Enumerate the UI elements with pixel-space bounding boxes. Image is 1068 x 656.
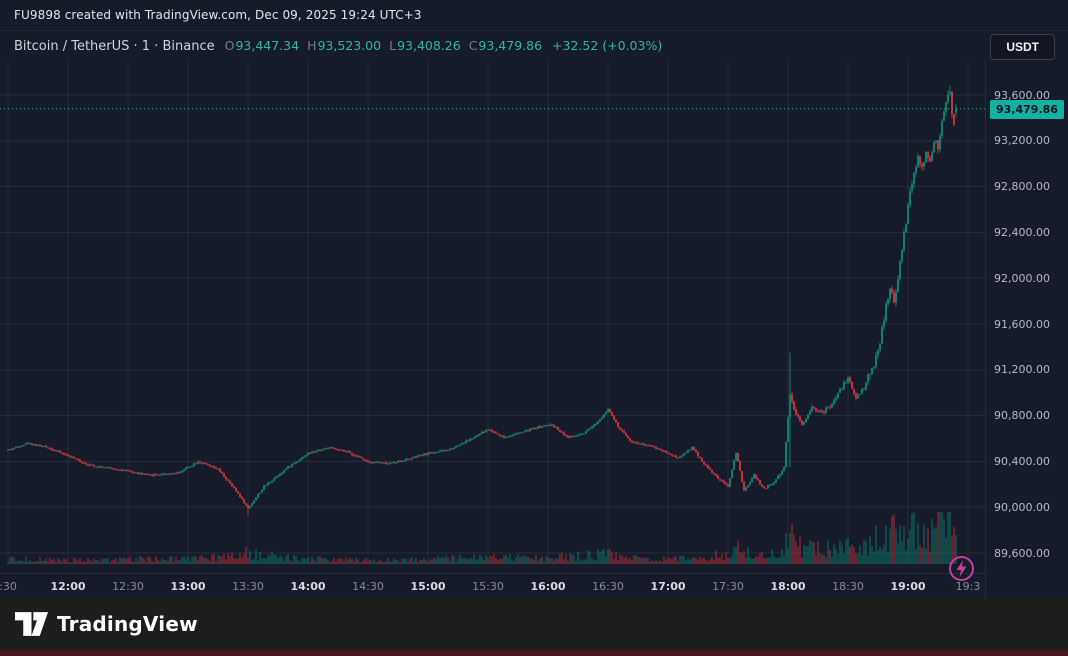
time-tick-label: 19:00 xyxy=(890,580,926,593)
time-tick-label: 13:30 xyxy=(232,580,264,593)
last-price-badge: 93,479.86 xyxy=(990,99,1064,119)
bottom-accent-strip xyxy=(0,650,1068,656)
price-tick-label: 93,600.00 xyxy=(994,88,1050,102)
ohlc-open: O93,447.34 xyxy=(224,38,300,53)
chart-legend: Bitcoin / TetherUS · 1 · Binance O93,447… xyxy=(14,38,662,54)
price-tick-label: 89,600.00 xyxy=(994,546,1050,560)
footer-bar: TradingView xyxy=(0,598,1068,650)
ohlc-close: C93,479.86 xyxy=(468,38,543,53)
attribution-text: FU9898 created with TradingView.com, Dec… xyxy=(14,8,422,22)
time-tick-label: 18:30 xyxy=(832,580,864,593)
price-tick-label: 92,800.00 xyxy=(994,180,1050,194)
time-tick-label: 17:00 xyxy=(650,580,686,593)
candlestick-plot[interactable] xyxy=(0,61,985,573)
time-tick-label: 19:3 xyxy=(955,580,981,593)
time-tick-label: 15:00 xyxy=(410,580,446,593)
price-tick-label: 90,400.00 xyxy=(994,454,1050,468)
candlestick-chart-svg[interactable] xyxy=(0,61,985,573)
time-tick-label: 14:30 xyxy=(352,580,384,593)
time-tick-label: 12:30 xyxy=(112,580,144,593)
time-tick-label: 12:00 xyxy=(50,580,86,593)
tradingview-wordmark[interactable]: TradingView xyxy=(57,612,198,636)
price-tick-label: 90,800.00 xyxy=(994,409,1050,423)
attribution-bar: FU9898 created with TradingView.com, Dec… xyxy=(0,0,1068,30)
flash-watermark-icon[interactable] xyxy=(948,555,975,582)
time-tick-label: :30 xyxy=(0,580,17,593)
ohlc-high: H93,523.00 xyxy=(307,38,382,53)
time-tick-label: 18:00 xyxy=(770,580,806,593)
price-change: +32.52 (+0.03%) xyxy=(552,38,663,53)
ohlc-low: L93,408.26 xyxy=(389,38,461,53)
price-tick-label: 92,000.00 xyxy=(994,271,1050,285)
price-tick-label: 91,600.00 xyxy=(994,317,1050,331)
price-tick-label: 91,200.00 xyxy=(994,363,1050,377)
tradingview-logo-icon[interactable] xyxy=(15,612,48,636)
time-axis[interactable]: :30 12:00 12:30 13:00 13:30 14:00 14:30 15:00 15… xyxy=(0,573,985,599)
price-tick-label: 90,000.00 xyxy=(994,500,1050,514)
time-tick-label: 14:00 xyxy=(290,580,326,593)
time-tick-label: 15:30 xyxy=(472,580,504,593)
ohlc-readout: O93,447.34 H93,523.00 L93,408.26 C93,479… xyxy=(225,38,542,53)
price-axis[interactable]: 93,600.00 93,200.00 92,800.00 92,400.00 92,0… xyxy=(985,61,1068,599)
symbol-title[interactable]: Bitcoin / TetherUS · 1 · Binance xyxy=(14,39,215,54)
price-tick-label: 93,200.00 xyxy=(994,134,1050,148)
chart-area: Bitcoin / TetherUS · 1 · Binance O93,447… xyxy=(0,30,1068,599)
time-tick-label: 17:30 xyxy=(712,580,744,593)
price-tick-label: 92,400.00 xyxy=(994,225,1050,239)
time-tick-label: 16:00 xyxy=(530,580,566,593)
time-tick-label: 13:00 xyxy=(170,580,206,593)
currency-toggle-button[interactable]: USDT xyxy=(990,34,1055,60)
time-tick-label: 16:30 xyxy=(592,580,624,593)
